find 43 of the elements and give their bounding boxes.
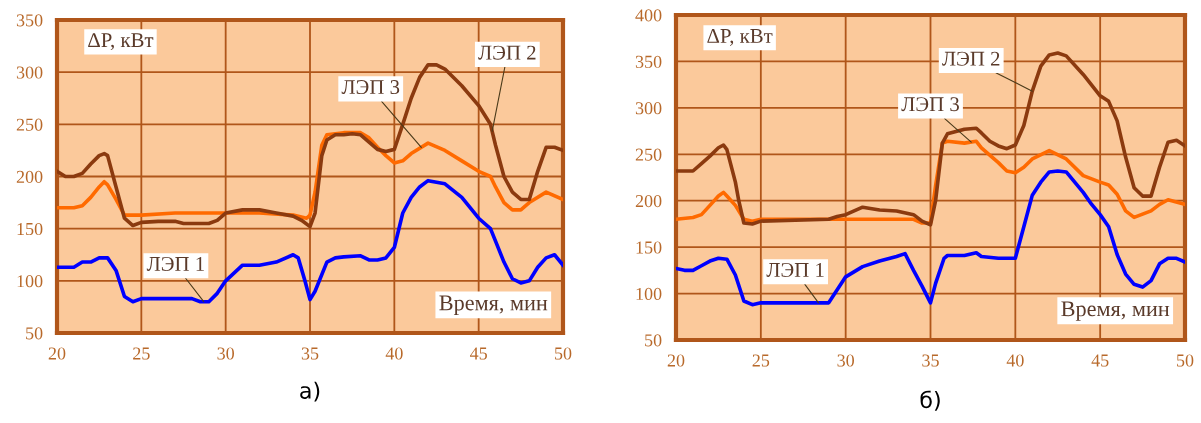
y-tick-label: 50 [26, 327, 43, 340]
y-tick-label: 350 [635, 55, 662, 68]
y-tick-label: 50 [645, 334, 662, 347]
x-axis-title: Время, мин [439, 295, 548, 315]
x-tick-label: 45 [1091, 354, 1109, 367]
y-tick-label: 200 [635, 194, 662, 208]
y-tick-label: 150 [17, 222, 43, 236]
x-tick-label: 30 [217, 347, 235, 360]
y-tick-label: 300 [16, 66, 43, 79]
y-tick-label: 300 [635, 102, 662, 115]
y-tick-label: 100 [636, 287, 662, 301]
y-tick-label: 150 [636, 241, 662, 254]
x-tick-label: 50 [555, 347, 572, 360]
x-tick-label: 50 [1177, 354, 1194, 367]
series-label: ЛЭП 3 [341, 80, 400, 95]
line-series [57, 63, 563, 229]
x-tick-label: 40 [1006, 354, 1024, 367]
y-tick-label: 200 [16, 170, 43, 183]
text: б) [920, 390, 940, 411]
series-label: ЛЭП 2 [942, 51, 1000, 66]
x-tick-label: 35 [922, 354, 939, 367]
x-axis-title: Время, мин [1061, 301, 1170, 321]
y-tick-label: 400 [635, 9, 662, 22]
x-tick-label: 25 [133, 347, 150, 360]
x-tick-label: 25 [752, 354, 770, 367]
x-tick-label: 35 [301, 347, 319, 360]
series-label: ЛЭП 1 [146, 256, 204, 271]
y-tick-label: 250 [16, 118, 43, 131]
y-tick-label: 100 [17, 275, 43, 288]
x-tick-label: 20 [48, 347, 66, 360]
series-label: ЛЭП 2 [478, 45, 536, 60]
text: а) [300, 381, 320, 402]
x-tick-label: 45 [469, 347, 487, 360]
y-axis-title: ΔP, кВт [707, 29, 773, 46]
series-label: ЛЭП 3 [901, 97, 959, 112]
line-series [676, 51, 1185, 227]
y-axis-title: ΔP, кВт [88, 33, 154, 51]
y-tick-label: 250 [635, 148, 662, 161]
y-tick-label: 350 [16, 14, 43, 27]
series-label: ЛЭП 1 [766, 262, 824, 277]
x-tick-label: 40 [385, 347, 403, 360]
x-tick-label: 20 [667, 354, 685, 367]
x-tick-label: 30 [837, 354, 855, 367]
